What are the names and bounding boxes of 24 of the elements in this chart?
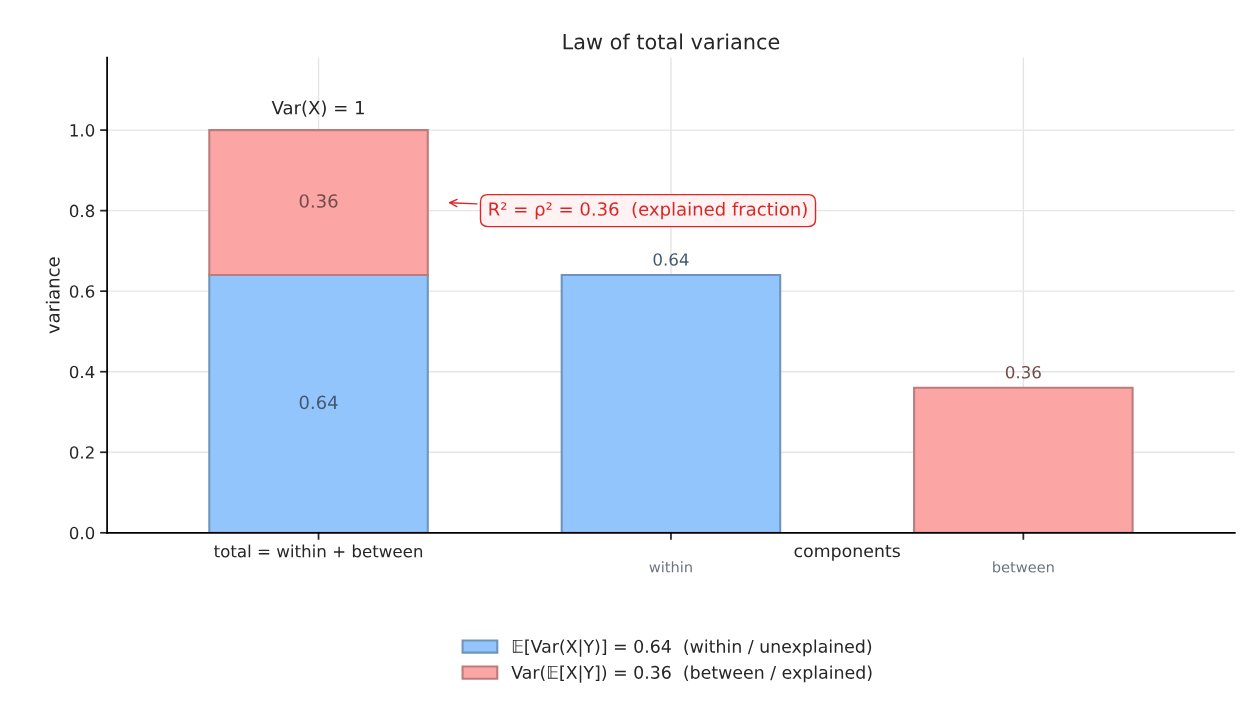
x-tick-label: between [993, 561, 1054, 573]
total-label: Var(X) = 1 [271, 100, 364, 117]
y-tick-label: 0.4 [69, 365, 95, 379]
y-tick-label: 0.8 [69, 204, 95, 218]
y-tick-label: 0.0 [69, 526, 95, 540]
bar [560, 274, 782, 533]
data-label: 0.36 [299, 194, 338, 208]
x-tick-label: within [649, 561, 692, 573]
legend-label: 𝔼[Var(X|Y)] = 0.64 (within / unexplained) [512, 639, 872, 657]
text: components [794, 544, 900, 561]
x-tick-label: total = within + between [214, 544, 423, 558]
bar [208, 274, 429, 533]
bar [913, 386, 1134, 533]
annotation: R² = ρ² = 0.36 (explained fraction) [489, 201, 807, 220]
data-label: 0.36 [1005, 365, 1041, 379]
y-tick-label: 1.0 [70, 124, 95, 137]
data-label: 0.64 [653, 253, 689, 266]
bar [208, 129, 429, 277]
y-tick-label: 0.2 [69, 446, 94, 459]
y-axis-title: variance [45, 257, 60, 334]
y-tick-label: 0.6 [69, 285, 95, 298]
legend-label: Var(𝔼[X|Y]) = 0.36 (between / explained) [511, 665, 872, 683]
data-label: 0.64 [299, 395, 338, 410]
chart-title: Law of total variance [563, 33, 780, 50]
